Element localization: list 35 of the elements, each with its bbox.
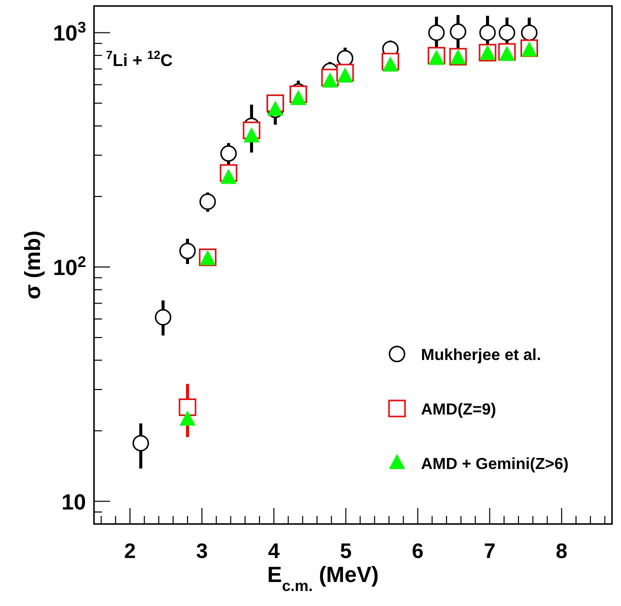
x-tick-label: 4: [268, 540, 280, 563]
y-tick-label: 10: [62, 489, 86, 514]
legend-label: AMD(Z=9): [421, 402, 496, 418]
point: [290, 90, 306, 106]
y-tick-label: 10$^{3}$: [52, 19, 86, 46]
point: [428, 24, 445, 41]
point: [450, 23, 466, 40]
point: [479, 24, 496, 41]
point: [498, 24, 516, 41]
point: [322, 72, 338, 88]
x-tick-label: 7: [484, 540, 496, 563]
x-tick-label: 3: [196, 540, 208, 563]
point: [178, 398, 196, 416]
point: [154, 309, 172, 326]
point: [521, 24, 538, 41]
x-tick-label: 5: [340, 540, 352, 563]
point: [199, 193, 216, 210]
annotation: $^{7}$Li + $^{12}$C: [106, 48, 173, 70]
y-tick-label: 10$^{2}$: [52, 253, 86, 280]
point: [428, 50, 444, 65]
point: [180, 410, 196, 426]
point: [179, 242, 196, 260]
x-axis-title: E$_{c.m.}$ (MeV): [267, 562, 379, 594]
legend-label: AMD + Gemini(Z>6): [421, 456, 569, 473]
point: [220, 168, 237, 184]
x-tick-label: 8: [556, 540, 568, 563]
legend-label: Mukherjee et al.: [421, 347, 542, 364]
x-tick-label: 2: [124, 540, 136, 563]
x-tick-label: 6: [412, 540, 424, 563]
point: [244, 127, 260, 142]
point: [337, 68, 354, 83]
y-axis-title: σ (mb): [20, 230, 45, 300]
point: [132, 434, 150, 452]
point: [382, 56, 398, 72]
point: [220, 145, 237, 162]
